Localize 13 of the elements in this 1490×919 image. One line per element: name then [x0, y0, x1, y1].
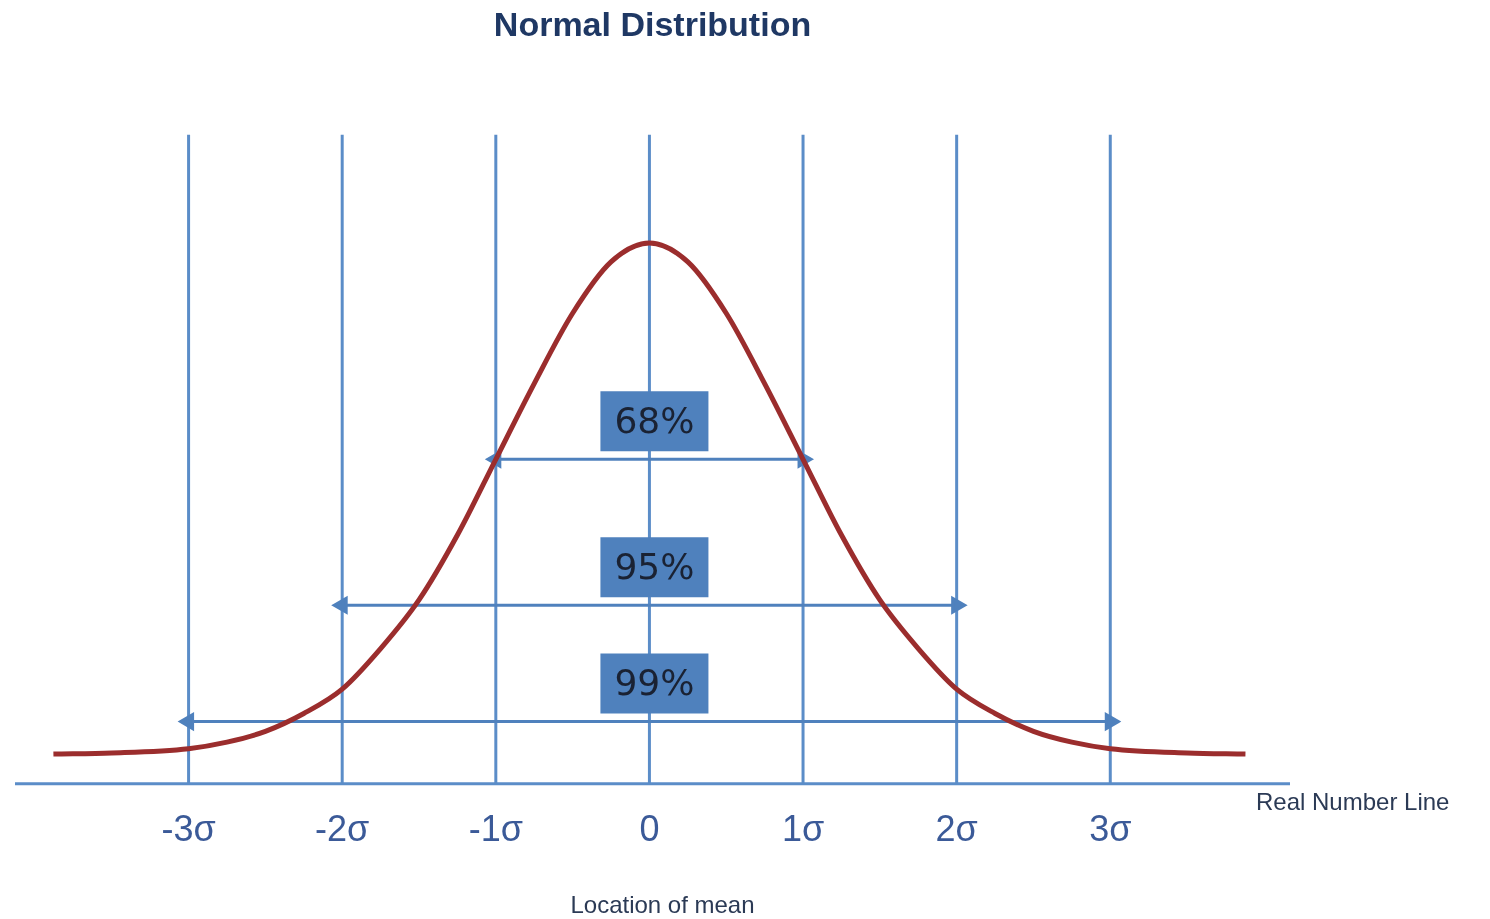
- x-tick-label: 1σ: [781, 808, 825, 850]
- x-tick-label: -2σ: [315, 808, 370, 850]
- annotation: 99%: [614, 661, 695, 703]
- chart-title: Normal Distribution: [493, 4, 812, 43]
- x-tick-label: 0: [639, 808, 660, 850]
- text: Location of mean: [570, 890, 755, 918]
- x-tick-label: -3σ: [161, 808, 216, 850]
- x-tick-label: -1σ: [468, 808, 523, 850]
- annotation: 95%: [614, 545, 695, 587]
- x-tick-label: 3σ: [1089, 808, 1132, 850]
- x-axis-title: Real Number Line: [1256, 788, 1450, 816]
- annotation: 68%: [614, 399, 695, 441]
- x-tick-label: 2σ: [935, 808, 978, 850]
